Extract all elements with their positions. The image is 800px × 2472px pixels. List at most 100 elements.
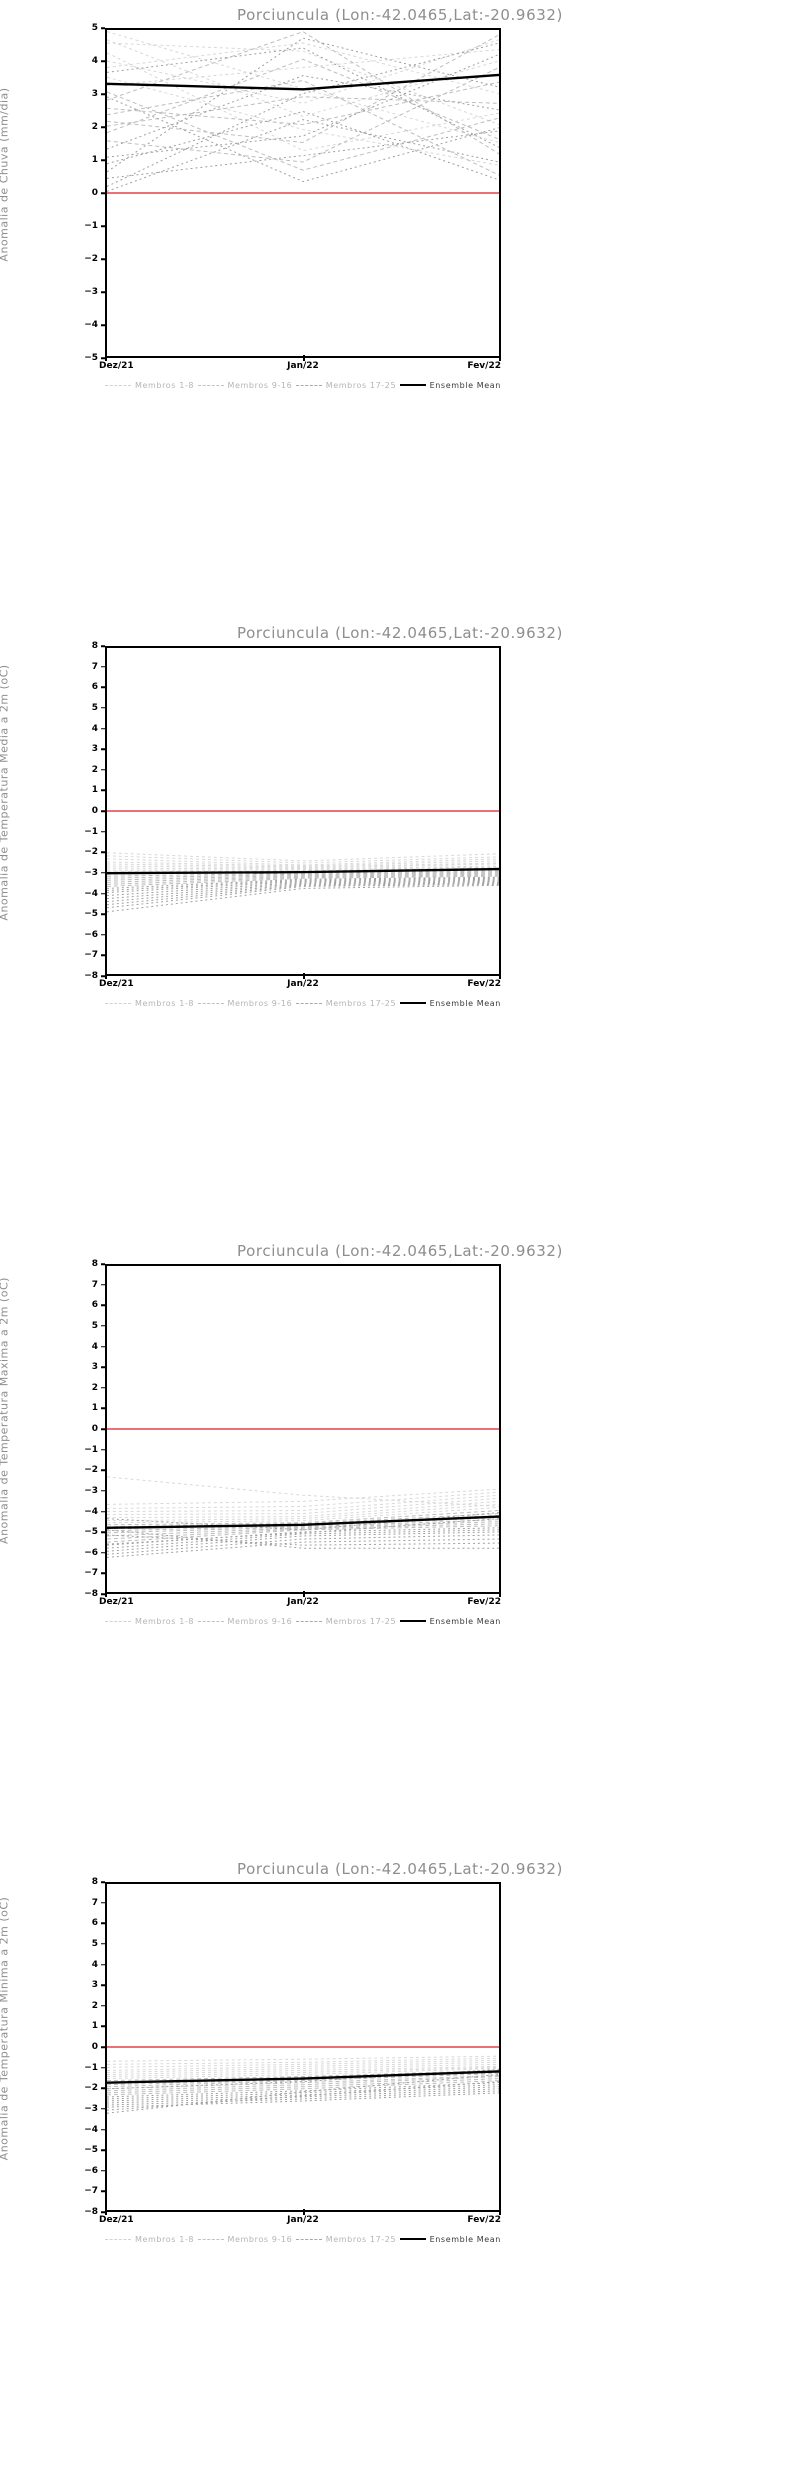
x-tick-label: Fev/22 bbox=[467, 361, 501, 371]
y-tick-mark bbox=[101, 1881, 105, 1883]
y-tick-mark bbox=[101, 1943, 105, 1945]
member-line bbox=[107, 2086, 499, 2102]
member-line bbox=[107, 2078, 499, 2094]
member-line bbox=[107, 96, 499, 183]
legend-item: Ensemble Mean bbox=[399, 381, 501, 390]
member-line bbox=[107, 2059, 499, 2068]
member-line bbox=[107, 2090, 499, 2106]
page-title: Porciuncula (Lon:-42.0465,Lat:-20.9632) bbox=[237, 624, 563, 642]
ensemble-mean-line bbox=[107, 2070, 499, 2084]
y-tick-label: 2 bbox=[91, 122, 98, 132]
member-line bbox=[107, 873, 499, 883]
member-line bbox=[107, 1519, 499, 1534]
y-tick-mark bbox=[101, 126, 105, 128]
member-line bbox=[107, 1500, 499, 1519]
y-tick-mark bbox=[101, 727, 105, 730]
y-tick-mark bbox=[101, 810, 105, 812]
member-line bbox=[107, 884, 499, 913]
y-tick-label: 5 bbox=[91, 23, 98, 33]
legend-item: Membros 17-25 bbox=[295, 381, 396, 390]
x-tick-mark bbox=[499, 1591, 501, 1597]
y-tick-label: 3 bbox=[91, 89, 98, 99]
member-line bbox=[107, 2057, 499, 2065]
legend-label: Membros 1-8 bbox=[135, 1616, 195, 1626]
y-tick-label: −8 bbox=[84, 2207, 98, 2217]
member-line bbox=[107, 2080, 499, 2096]
x-tick-mark bbox=[105, 2209, 107, 2215]
y-tick-label: 1 bbox=[91, 2021, 98, 2032]
legend-item: Membros 9-16 bbox=[197, 381, 293, 390]
y-tick-mark bbox=[101, 1572, 105, 1575]
x-tick-label: Dez/21 bbox=[99, 979, 134, 989]
y-tick-mark bbox=[101, 1387, 105, 1389]
y-tick-label: 2 bbox=[91, 1382, 98, 1393]
y-tick-label: −7 bbox=[84, 2186, 98, 2197]
y-tick-mark bbox=[101, 2149, 105, 2151]
y-tick-label: 6 bbox=[91, 682, 98, 693]
member-line bbox=[107, 862, 499, 868]
y-tick-label: 5 bbox=[91, 1938, 98, 1949]
member-line bbox=[107, 2067, 499, 2080]
y-tick-mark bbox=[101, 789, 105, 792]
y-tick-mark bbox=[101, 1428, 105, 1430]
member-line bbox=[107, 96, 499, 127]
y-tick-label: −2 bbox=[84, 1465, 98, 1476]
legend-label: Ensemble Mean bbox=[429, 998, 501, 1008]
y-tick-mark bbox=[101, 2170, 105, 2172]
legend-line-swatch bbox=[399, 384, 426, 386]
legend: Membros 1-8 Membros 9-16 Membros 17-25 Ense… bbox=[105, 2232, 501, 2246]
y-tick-label: −5 bbox=[84, 353, 98, 363]
plot-area bbox=[105, 1264, 501, 1594]
x-tick-mark bbox=[303, 2209, 305, 2215]
member-line bbox=[107, 119, 499, 192]
y-tick-label: −1 bbox=[84, 826, 98, 837]
y-tick-mark bbox=[101, 159, 105, 161]
y-tick-mark bbox=[101, 1552, 105, 1554]
legend-line-swatch bbox=[399, 2238, 426, 2240]
x-tick-mark bbox=[105, 1591, 107, 1597]
member-line bbox=[107, 865, 499, 870]
y-tick-label: −8 bbox=[84, 971, 98, 981]
legend-line-swatch bbox=[105, 384, 131, 386]
legend-line-swatch bbox=[295, 1002, 322, 1004]
member-line bbox=[107, 39, 499, 104]
x-axis-ticks: Dez/21 Jan/22 Fev/22 bbox=[99, 1591, 501, 1617]
member-line bbox=[107, 2061, 499, 2071]
y-tick-label: 8 bbox=[91, 641, 98, 651]
legend-line-swatch bbox=[295, 384, 322, 386]
member-line bbox=[107, 2072, 499, 2088]
y-tick-label: −3 bbox=[84, 867, 98, 878]
y-tick-mark bbox=[101, 60, 105, 62]
page-title: Porciuncula (Lon:-42.0465,Lat:-20.9632) bbox=[237, 6, 563, 24]
member-line bbox=[107, 31, 499, 155]
y-tick-label: 7 bbox=[91, 1897, 98, 1908]
y-tick-label: 8 bbox=[91, 1877, 98, 1887]
member-line bbox=[107, 2082, 499, 2098]
legend-item: Ensemble Mean bbox=[399, 2235, 501, 2244]
y-tick-mark bbox=[101, 707, 105, 709]
y-tick-mark bbox=[101, 1304, 105, 1306]
y-tick-mark bbox=[101, 2108, 105, 2110]
y-tick-mark bbox=[101, 1448, 105, 1451]
member-line bbox=[107, 47, 499, 148]
y-tick-label: −3 bbox=[84, 287, 98, 297]
y-axis-ticks: 8 7 6 5 4 3 2 1 0 −1 −2 −3 −4 −5 −6 −7 −8 bbox=[0, 1236, 105, 1854]
legend-line-swatch bbox=[295, 1620, 322, 1622]
legend-item: Membros 9-16 bbox=[197, 999, 293, 1008]
y-tick-label: −2 bbox=[84, 847, 98, 858]
y-tick-label: −7 bbox=[84, 950, 98, 961]
x-tick-label: Dez/21 bbox=[99, 2215, 134, 2225]
y-axis-ticks: 8 7 6 5 4 3 2 1 0 −1 −2 −3 −4 −5 −6 −7 −8 bbox=[0, 1854, 105, 2472]
y-tick-mark bbox=[101, 93, 105, 95]
legend-line-swatch bbox=[399, 1002, 426, 1004]
legend-line-swatch bbox=[105, 1620, 131, 1622]
ensemble-mean-line bbox=[107, 867, 499, 875]
member-line bbox=[107, 81, 499, 126]
member-line bbox=[107, 49, 499, 86]
y-tick-mark bbox=[101, 1345, 105, 1348]
x-tick-mark bbox=[303, 355, 305, 361]
member-line bbox=[107, 2065, 499, 2076]
legend-label: Membros 17-25 bbox=[325, 1616, 397, 1626]
member-line bbox=[107, 2066, 499, 2078]
